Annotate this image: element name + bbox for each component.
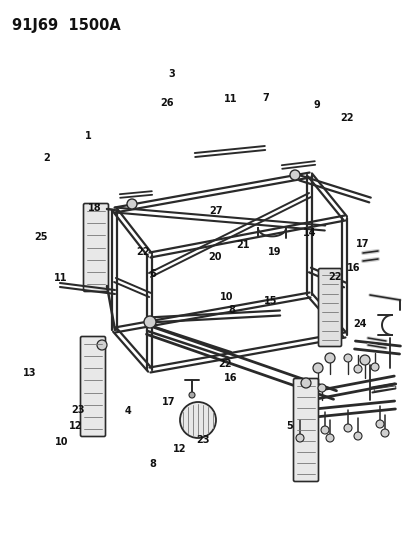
Circle shape: [325, 434, 333, 442]
Text: 19: 19: [267, 247, 280, 257]
Text: 11: 11: [224, 94, 237, 104]
Text: 13: 13: [23, 368, 36, 378]
Text: 17: 17: [162, 398, 175, 407]
Text: 23: 23: [71, 406, 84, 415]
Circle shape: [317, 384, 325, 392]
Text: 20: 20: [208, 252, 221, 262]
Circle shape: [343, 354, 351, 362]
FancyBboxPatch shape: [293, 378, 318, 481]
Text: 91J69  1500A: 91J69 1500A: [12, 18, 121, 33]
Circle shape: [320, 426, 328, 434]
Circle shape: [189, 392, 195, 398]
Circle shape: [324, 353, 334, 363]
Circle shape: [295, 434, 303, 442]
Circle shape: [343, 424, 351, 432]
Text: 16: 16: [224, 374, 237, 383]
Circle shape: [370, 363, 378, 371]
Circle shape: [180, 402, 216, 438]
Text: 15: 15: [264, 296, 277, 306]
Text: 27: 27: [209, 206, 222, 216]
FancyBboxPatch shape: [83, 204, 108, 292]
Circle shape: [127, 199, 137, 209]
FancyBboxPatch shape: [318, 269, 341, 346]
Circle shape: [312, 363, 322, 373]
Text: 24: 24: [353, 319, 366, 328]
Text: 22: 22: [136, 247, 149, 256]
Circle shape: [353, 365, 361, 373]
Text: 14: 14: [302, 229, 316, 238]
Text: 26: 26: [160, 99, 173, 108]
Text: 18: 18: [88, 203, 101, 213]
Circle shape: [289, 170, 299, 180]
Text: 10: 10: [220, 292, 233, 302]
Text: 2: 2: [43, 153, 50, 163]
Text: 5: 5: [286, 422, 292, 431]
Circle shape: [353, 432, 361, 440]
Text: 3: 3: [168, 69, 175, 78]
Circle shape: [300, 378, 310, 388]
Text: 22: 22: [327, 272, 340, 282]
Text: 21: 21: [236, 240, 249, 249]
Text: 7: 7: [262, 93, 269, 103]
Text: 22: 22: [339, 113, 353, 123]
Text: 9: 9: [313, 100, 319, 110]
Text: 22: 22: [218, 359, 231, 369]
Text: 1: 1: [85, 132, 91, 141]
Circle shape: [359, 355, 369, 365]
Circle shape: [144, 316, 156, 328]
Text: 16: 16: [347, 263, 360, 273]
Text: 6: 6: [149, 269, 155, 279]
Text: 10: 10: [55, 438, 68, 447]
Text: 12: 12: [69, 422, 82, 431]
Text: 23: 23: [196, 435, 209, 445]
Text: 4: 4: [125, 407, 131, 416]
Circle shape: [380, 429, 388, 437]
Text: 8: 8: [150, 459, 156, 469]
Text: 8: 8: [228, 305, 235, 315]
Text: 12: 12: [173, 445, 186, 454]
Text: 25: 25: [35, 232, 48, 242]
FancyBboxPatch shape: [80, 336, 105, 437]
Circle shape: [97, 340, 107, 350]
Text: 11: 11: [54, 273, 67, 283]
Text: 17: 17: [355, 239, 368, 248]
Circle shape: [375, 420, 383, 428]
